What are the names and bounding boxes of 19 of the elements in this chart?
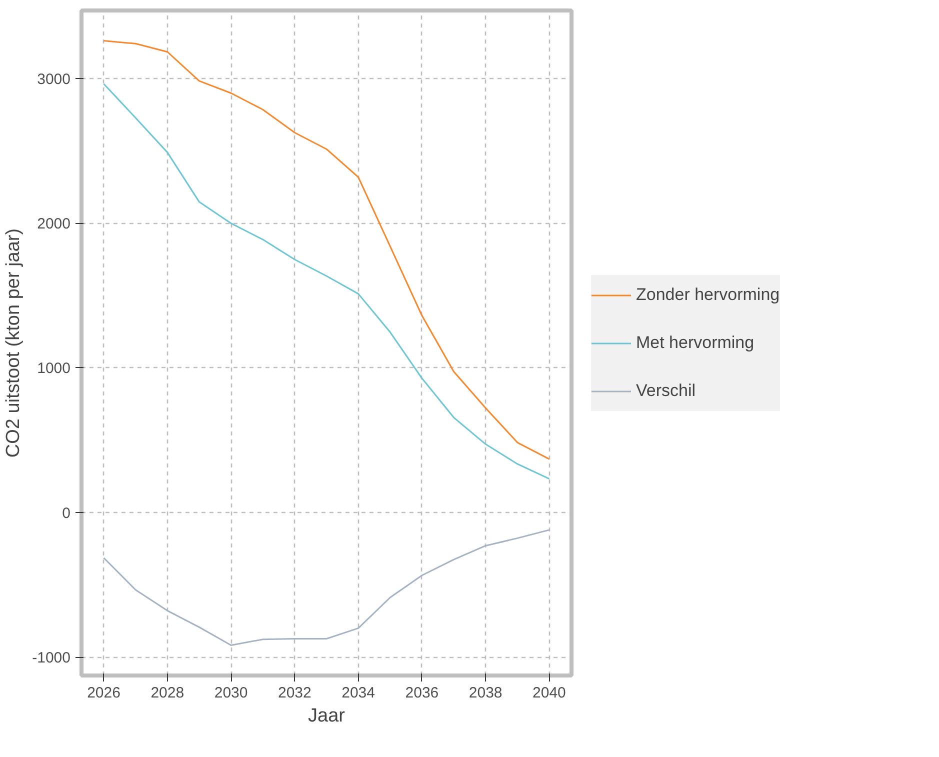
legend-label: Zonder hervorming bbox=[636, 284, 780, 304]
y-tick-label: 3000 bbox=[37, 70, 71, 88]
y-tick-label: 2000 bbox=[37, 216, 71, 233]
legend-label: Verschil bbox=[636, 380, 696, 400]
x-tick-label: 2036 bbox=[405, 684, 439, 702]
x-axis-title: Jaar bbox=[308, 706, 346, 726]
x-tick-label: 2038 bbox=[468, 684, 502, 702]
y-tick-label: 1000 bbox=[37, 360, 71, 378]
x-tick-label: 2026 bbox=[87, 684, 120, 702]
y-tick-label: 0 bbox=[62, 504, 70, 522]
y-tick-label: -1000 bbox=[32, 650, 71, 667]
x-tick-label: 2034 bbox=[342, 684, 376, 702]
legend-label: Met hervorming bbox=[636, 332, 754, 352]
x-tick-label: 2032 bbox=[278, 684, 312, 702]
x-tick-label: 2028 bbox=[150, 684, 184, 702]
y-axis-title: CO2 uitstoot (kton per jaar) bbox=[3, 228, 24, 458]
x-tick-label: 2040 bbox=[532, 684, 566, 702]
line-series bbox=[103, 529, 550, 646]
x-tick-label: 2030 bbox=[214, 684, 248, 702]
